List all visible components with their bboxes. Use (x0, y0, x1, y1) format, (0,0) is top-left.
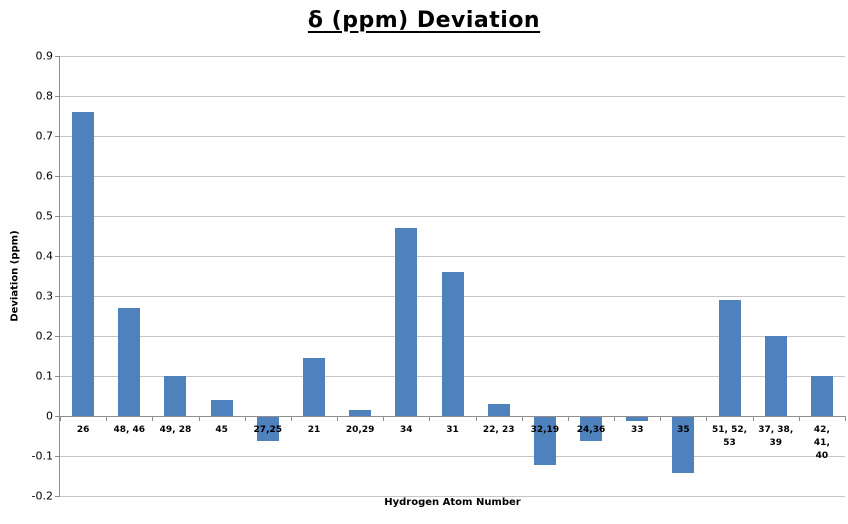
x-tick-label: 22, 23 (482, 425, 515, 435)
y-axis-tick (55, 136, 60, 137)
y-axis-line (59, 56, 60, 497)
gridline (60, 496, 845, 497)
x-axis-tick (752, 416, 754, 421)
bar (718, 300, 741, 416)
y-tick-label: 0.8 (35, 89, 54, 103)
gridline (60, 176, 845, 177)
x-axis-tick (660, 416, 662, 421)
bar (487, 404, 510, 416)
x-axis-tick (475, 416, 477, 421)
x-tick-label: 48, 46 (113, 425, 146, 435)
x-axis-tick (567, 416, 569, 421)
gridline (60, 56, 845, 57)
x-axis-tick (521, 416, 523, 421)
bar (672, 417, 695, 473)
x-tick-label: 37, 38, 39 (758, 425, 794, 449)
y-tick-label: 0.9 (35, 49, 54, 63)
bar (810, 376, 833, 416)
x-tick-label: 34 (400, 425, 413, 435)
bar (764, 336, 787, 416)
x-tick-label: 51, 52, 53 (712, 425, 748, 449)
y-axis-tick (55, 296, 60, 297)
x-tick-label: 33 (630, 425, 644, 435)
x-axis-tick (429, 416, 431, 421)
y-tick-label: -0.1 (31, 449, 53, 463)
x-tick-label: 42, 41, 40 (813, 425, 830, 462)
x-axis-tick (337, 416, 339, 421)
x-tick-label: 24,36 (576, 425, 606, 435)
x-tick-label: 49, 28 (159, 425, 192, 435)
x-axis-tick (383, 416, 385, 421)
x-axis-tick (106, 416, 108, 421)
y-axis-tick (55, 176, 60, 177)
y-axis-tick (55, 496, 60, 497)
y-tick-label: 0.1 (35, 369, 54, 383)
bar (210, 400, 233, 416)
bar (626, 417, 649, 421)
chart-title-text: δ (ppm) Deviation (307, 8, 541, 33)
gridline (60, 96, 845, 97)
x-axis-tick (244, 416, 246, 421)
x-axis-tick (152, 416, 154, 421)
x-tick-label: 45 (215, 425, 228, 435)
y-tick-label: 0.7 (35, 129, 54, 143)
x-axis-tick (60, 416, 61, 421)
y-tick-label: 0.5 (35, 209, 54, 223)
x-tick-label: 26 (76, 425, 90, 435)
gridline (60, 456, 845, 457)
bar (441, 272, 464, 416)
x-axis-tick (845, 416, 846, 421)
y-tick-label: 0 (46, 409, 53, 423)
x-axis-tick (614, 416, 616, 421)
x-axis-line (59, 416, 845, 417)
gridline (60, 136, 845, 137)
gridline (60, 216, 845, 217)
y-tick-label: 0.2 (35, 329, 54, 343)
bar (533, 417, 556, 465)
x-tick-label: 35 (677, 425, 690, 435)
bar (164, 376, 187, 416)
x-axis-tick (706, 416, 708, 421)
bar (580, 417, 603, 441)
y-tick-label: 0.3 (35, 289, 54, 303)
x-axis-tick (798, 416, 800, 421)
y-tick-label: 0.4 (35, 249, 54, 263)
x-tick-label: 21 (307, 425, 321, 435)
y-axis-tick (55, 56, 60, 57)
x-axis-tick (198, 416, 200, 421)
x-axis-tick (290, 416, 292, 421)
x-tick-label: 27,25 (253, 425, 283, 435)
y-axis-tick (55, 456, 60, 457)
y-axis-tick (55, 96, 60, 97)
x-axis-title: Hydrogen Atom Number (384, 497, 521, 508)
x-tick-label: 32,19 (530, 425, 560, 435)
chart-title: δ (ppm) Deviation (0, 8, 848, 33)
x-tick-label: 20,29 (345, 425, 375, 435)
y-tick-label: 0.6 (35, 169, 54, 183)
y-axis-tick (55, 376, 60, 377)
plot-area: 0.9 0.8 0.7 0.6 0.5 0.4 0.3 0.2 0.1 0 -0.1 -0.2 26 48… (32, 51, 846, 502)
bar (256, 417, 279, 441)
y-axis-title: Deviation (ppm) (9, 230, 21, 322)
x-tick-label: 31 (446, 425, 459, 435)
bar (118, 308, 141, 416)
y-axis-tick (55, 256, 60, 257)
y-axis-tick (55, 336, 60, 337)
bar (72, 112, 95, 416)
gridline (60, 256, 845, 257)
y-tick-label: -0.2 (31, 489, 53, 503)
bar (302, 358, 325, 416)
y-axis-tick (55, 416, 60, 417)
bar (349, 410, 372, 416)
bar (395, 228, 418, 416)
y-axis-tick (55, 216, 60, 217)
